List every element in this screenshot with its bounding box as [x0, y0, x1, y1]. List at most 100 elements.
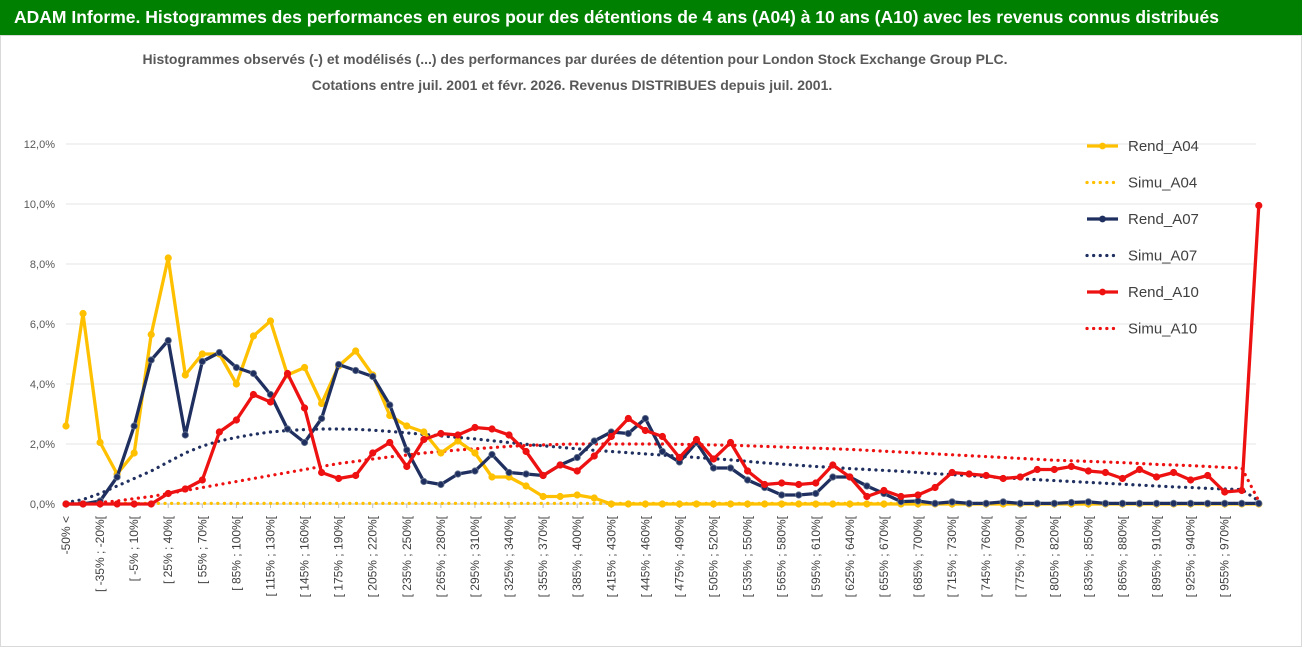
data-point	[573, 453, 581, 462]
data-point	[982, 471, 990, 480]
data-point	[539, 492, 547, 501]
data-point	[778, 479, 786, 487]
data-point	[283, 369, 292, 378]
data-point	[1101, 499, 1110, 507]
data-point	[147, 356, 155, 364]
data-point	[812, 500, 820, 508]
data-point	[181, 431, 189, 439]
legend-item-Simu_A10: Simu_A10	[1085, 321, 1197, 338]
data-point	[96, 500, 104, 508]
data-point	[403, 462, 411, 471]
series-line	[64, 442, 1261, 506]
data-point	[232, 363, 240, 372]
data-point	[641, 414, 649, 423]
data-point	[743, 476, 752, 484]
data-point	[1118, 474, 1127, 483]
data-point	[778, 500, 786, 508]
legend-item-Rend_A07: Rend_A07	[1087, 211, 1199, 228]
data-point	[352, 366, 360, 375]
x-tick-label: [ 625% ; 640%[	[843, 515, 857, 597]
data-point	[62, 422, 70, 430]
data-point	[420, 428, 428, 436]
data-point	[113, 500, 121, 508]
data-point	[79, 309, 87, 318]
data-point	[982, 499, 990, 507]
data-point	[1135, 465, 1144, 474]
data-point	[999, 498, 1007, 506]
data-point	[147, 500, 155, 508]
data-point	[420, 477, 428, 486]
legend-label: Rend_A04	[1128, 138, 1199, 155]
data-point	[215, 348, 223, 357]
data-point	[761, 480, 769, 489]
data-point	[761, 500, 769, 508]
data-point	[454, 431, 462, 439]
data-point	[1033, 499, 1041, 507]
data-point	[130, 422, 138, 430]
data-point	[164, 489, 172, 498]
data-point	[556, 461, 564, 469]
data-point	[931, 499, 939, 507]
data-point	[283, 425, 292, 433]
y-tick-label: 12,0%	[24, 139, 55, 151]
data-point	[1170, 468, 1178, 477]
data-point	[352, 471, 360, 480]
data-point	[590, 452, 598, 460]
data-point	[454, 437, 462, 445]
x-tick-label: [ 745% ; 760%[	[979, 515, 993, 597]
data-point	[369, 372, 377, 381]
legend-marker	[1099, 142, 1106, 150]
data-point	[488, 450, 496, 459]
data-point	[1067, 462, 1075, 471]
data-point	[709, 500, 718, 508]
data-point	[726, 438, 735, 447]
data-point	[164, 336, 172, 345]
data-point	[147, 330, 155, 339]
data-point	[386, 438, 394, 447]
x-tick-label: [ 355% ; 370%[	[536, 515, 550, 597]
x-tick-label: [ 295% ; 310%[	[468, 515, 482, 597]
data-point	[335, 474, 343, 483]
x-tick-label: [ 475% ; 490%[	[672, 515, 686, 597]
x-tick-label: [ 85% ; 100%[	[229, 515, 243, 590]
data-point	[743, 467, 752, 475]
y-tick-label: 0,0%	[30, 499, 55, 511]
data-point	[812, 479, 820, 487]
data-point	[778, 491, 786, 499]
data-point	[709, 464, 718, 472]
data-point	[641, 500, 649, 508]
legend-marker	[1099, 215, 1106, 223]
x-tick-label: [ 715% ; 730%[	[945, 515, 959, 597]
series-Simu_A10	[64, 442, 1261, 506]
data-point	[317, 414, 326, 423]
x-tick-label: [ -5% ; 10%[	[127, 515, 141, 581]
x-tick-label: [ 445% ; 460%[	[638, 515, 652, 597]
data-point	[1135, 499, 1144, 507]
data-point	[317, 399, 326, 408]
data-point	[1016, 499, 1024, 507]
data-point	[505, 431, 513, 439]
data-point	[880, 500, 888, 508]
data-point	[726, 500, 735, 508]
x-tick-label: [ -35% ; -20%[	[93, 515, 107, 592]
data-point	[846, 500, 854, 508]
legend-item-Simu_A04: Simu_A04	[1085, 175, 1197, 192]
x-tick-label: [ 505% ; 520%[	[707, 515, 721, 597]
legend-item-Rend_A10: Rend_A10	[1087, 284, 1199, 301]
y-tick-label: 10,0%	[24, 199, 55, 211]
data-point	[198, 357, 206, 366]
x-axis: -50% < [ -35% ; -20%[[ -5% ; 10%[[ 25% ; …	[59, 504, 1232, 597]
data-point	[198, 350, 206, 358]
data-point	[1238, 499, 1246, 507]
data-point	[590, 437, 598, 445]
data-point	[1204, 499, 1212, 507]
legend-label: Simu_A10	[1128, 321, 1197, 338]
data-point	[863, 500, 871, 508]
series-line	[66, 205, 1261, 506]
series-Simu_A04	[64, 501, 1261, 506]
data-point	[692, 435, 701, 444]
data-point	[948, 498, 956, 506]
data-point	[181, 371, 189, 379]
data-point	[437, 429, 445, 438]
data-point	[675, 453, 684, 462]
